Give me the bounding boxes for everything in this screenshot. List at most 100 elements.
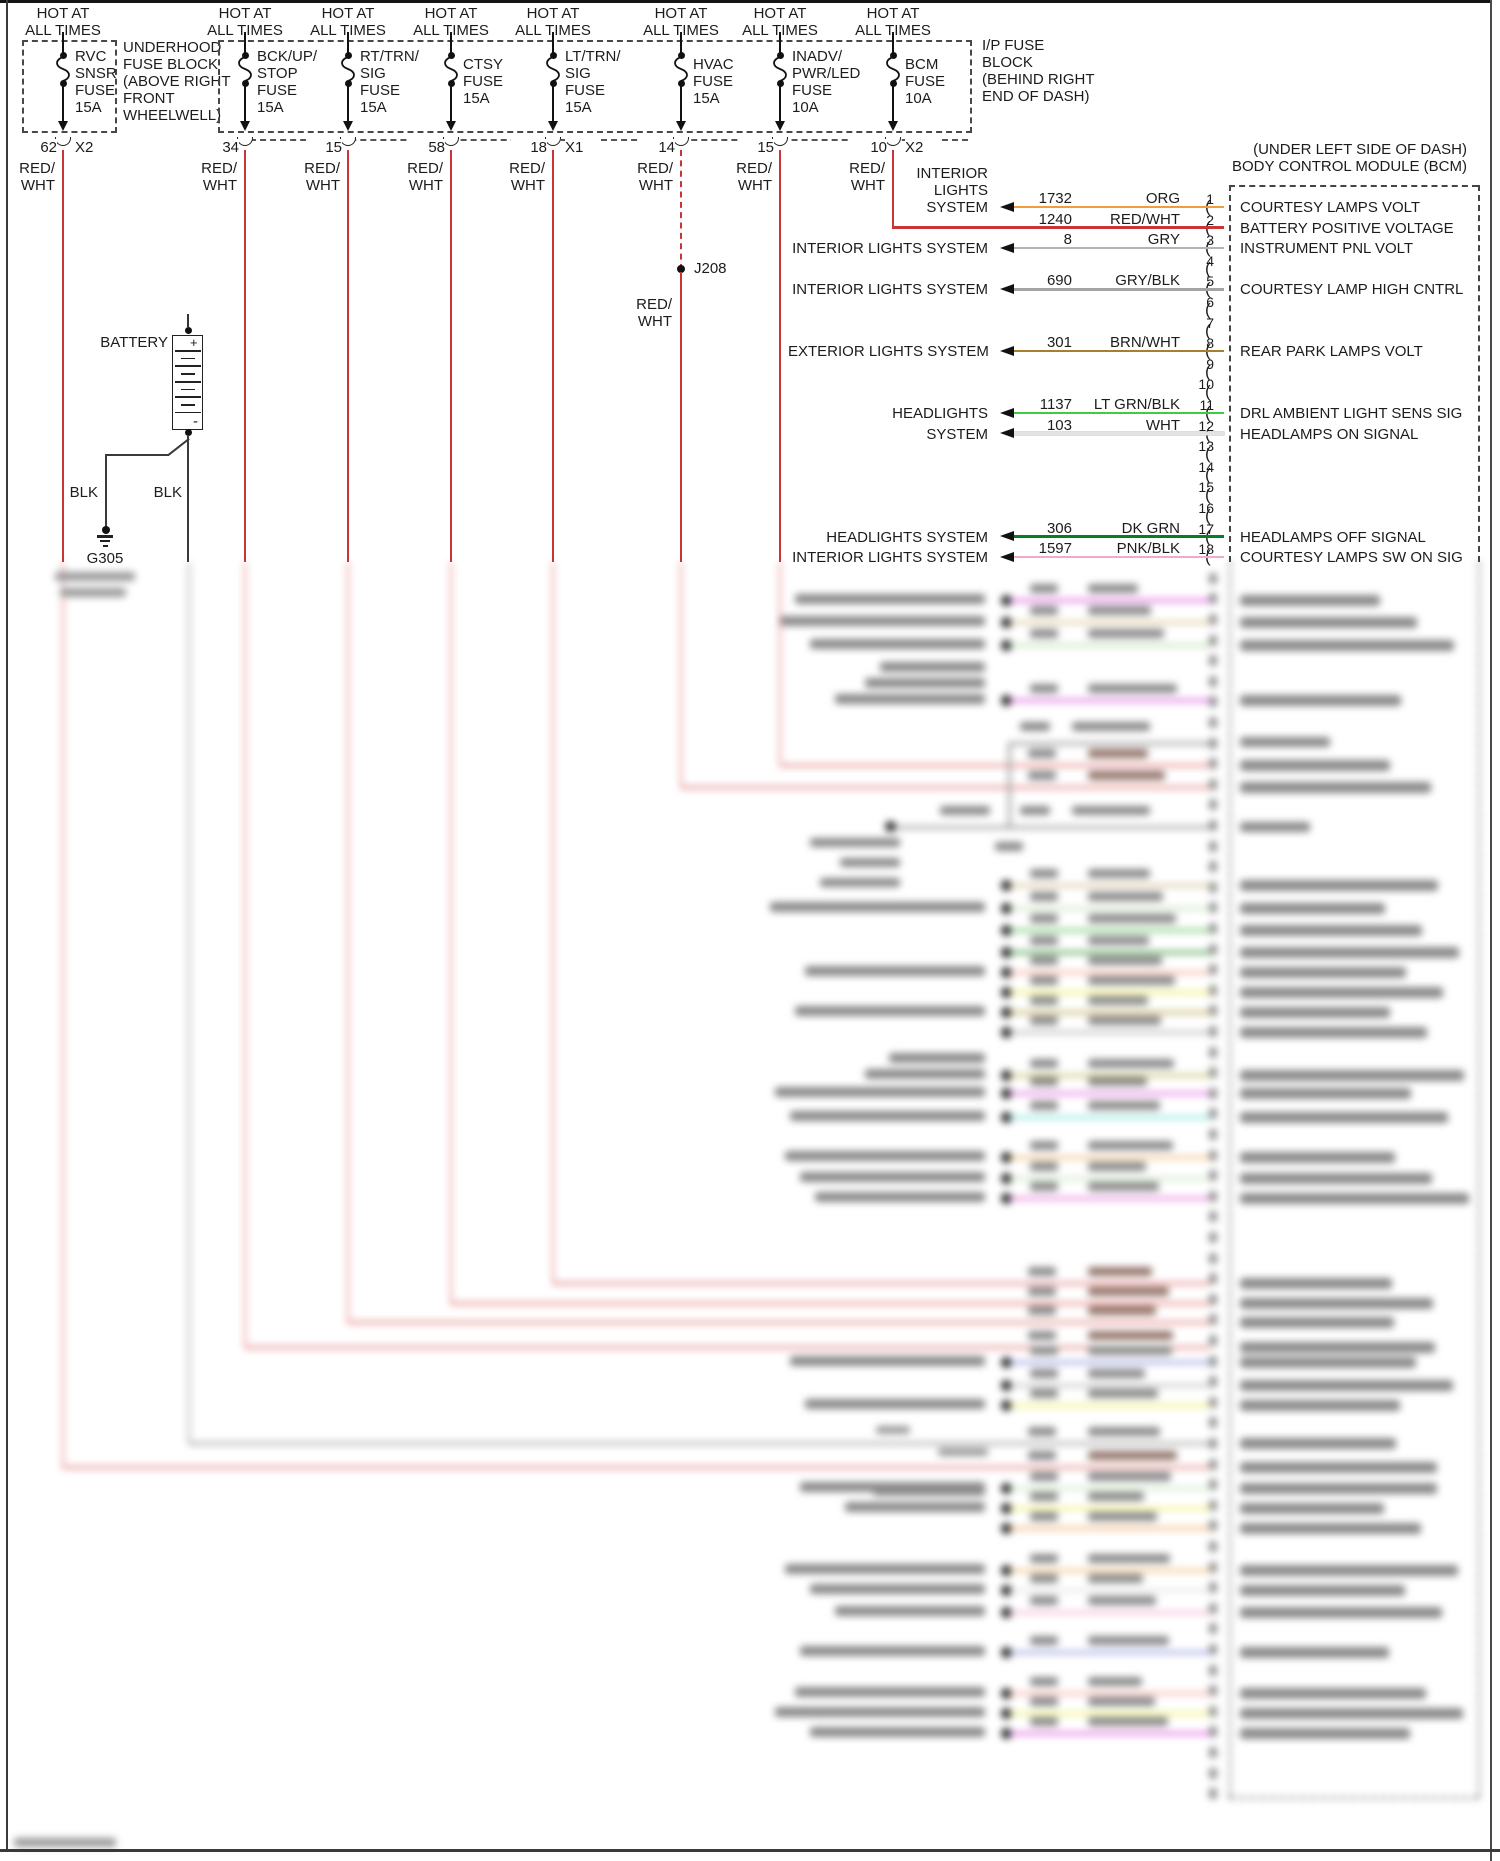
- wire-color-label-redwht: RED/ WHT: [622, 296, 672, 330]
- wire: [244, 41, 246, 54]
- pin-bracket-blob: [1209, 799, 1217, 811]
- bcm-pin-number: 1: [1206, 191, 1214, 207]
- blur-blob: [1240, 695, 1401, 706]
- blur-wire: [1010, 1486, 1210, 1490]
- bcm-pin-number: 12: [1198, 417, 1214, 434]
- wire: [347, 32, 349, 41]
- blur-blob: [1088, 749, 1148, 758]
- pin-bracket-blob: [1209, 1129, 1217, 1140]
- arrow-down-icon: [675, 121, 686, 131]
- fuse-terminal-dot-icon: [59, 51, 67, 59]
- blur-label-blob: [845, 1502, 985, 1512]
- blur-blob: [1088, 1677, 1142, 1686]
- battery-plus-sign: +: [190, 335, 198, 350]
- blur-dot: [1001, 594, 1012, 606]
- pin-bracket-blob: [1209, 964, 1217, 976]
- bcm-pin-number: 17: [1198, 520, 1214, 537]
- blur-blob: [1088, 606, 1151, 615]
- blur-wire: [1010, 1155, 1210, 1159]
- pin-bracket-blob: [1209, 1273, 1217, 1285]
- connector-pin-number: 58: [409, 139, 445, 156]
- wire-color-label-redwht: RED/: [304, 160, 340, 177]
- bcm-pin-number: 4: [1206, 252, 1214, 269]
- blur-label-blob: [810, 1727, 985, 1737]
- blur-wire: [1010, 950, 1210, 954]
- fuse-terminal-dot-icon: [549, 79, 557, 87]
- bcm-signal-label: REAR PARK LAMPS VOLT: [1240, 343, 1423, 361]
- wire-color-label-redwht: WHT: [737, 177, 772, 194]
- blur-blob: [1240, 1503, 1384, 1514]
- blur-label-blob: [865, 678, 985, 688]
- wire-color-label-redwht: WHT: [850, 177, 885, 194]
- wire-color-name: DK GRN: [1121, 519, 1180, 537]
- fuse-terminal-dot-icon: [776, 79, 784, 87]
- blur-label-blob: [800, 1172, 985, 1182]
- blur-blob: [1088, 1141, 1173, 1150]
- arrow-left-icon: [1000, 242, 1014, 253]
- pin-bracket-blob: [1209, 737, 1217, 749]
- blur-blob: [1088, 1596, 1156, 1605]
- wire-red: [61, 150, 65, 562]
- hot-at-label: ALL TIMES: [413, 22, 489, 39]
- blur-wire: [1010, 1650, 1210, 1654]
- blur-blob: [1088, 1331, 1173, 1340]
- hot-at-label: ALL TIMES: [207, 22, 283, 39]
- blur-wire: [1010, 1610, 1210, 1614]
- wire-number: 1137: [1039, 396, 1072, 413]
- blur-label-blob: [865, 1069, 985, 1079]
- blur-dot: [1001, 1356, 1012, 1368]
- pin-bracket-icon: (: [1205, 361, 1211, 381]
- fuse-name-label: CTSY: [463, 56, 504, 73]
- blur-blob: [1088, 1059, 1174, 1068]
- blur-blob: [1030, 1369, 1058, 1378]
- pin-bracket-blob: [1209, 861, 1217, 873]
- blur-blob: [1240, 1585, 1405, 1596]
- label-line: I/P FUSE: [982, 37, 1045, 54]
- page-border-top: [0, 0, 1492, 3]
- blur-blob: [1240, 1112, 1448, 1123]
- blur-blob: [1240, 1152, 1395, 1163]
- battery-plate: [175, 365, 201, 368]
- blur-dot: [1001, 694, 1012, 706]
- pin-bracket-blob: [1209, 634, 1217, 646]
- fuse-terminal-dot-icon: [344, 51, 352, 59]
- pin-bracket-blob: [1209, 1582, 1217, 1594]
- blur-dot: [1001, 1399, 1012, 1411]
- wire: [552, 32, 554, 41]
- bcm-box-border-blur: [1478, 562, 1480, 1797]
- blur-wire: [61, 562, 65, 1468]
- wire-number: 8: [1063, 231, 1072, 249]
- blur-dot: [1001, 946, 1012, 958]
- wire: [347, 86, 349, 121]
- fuse-name-label: HVAC: [693, 56, 734, 73]
- bcm-pin-number: 7: [1206, 314, 1214, 331]
- blur-blob: [1030, 1016, 1058, 1025]
- fuse-element-icon: [238, 56, 252, 82]
- blur-blob: [1088, 956, 1162, 965]
- blur-wire: [449, 562, 453, 1304]
- blur-wire: [1010, 1073, 1210, 1077]
- battery-plate: [175, 350, 201, 352]
- blur-wire: [1010, 598, 1210, 602]
- blur-dot: [1001, 879, 1012, 891]
- wire: [1014, 288, 1224, 291]
- blur-label-blob: [805, 966, 985, 976]
- label-line: END OF DASH): [982, 88, 1090, 105]
- blur-blob: [1030, 1492, 1058, 1501]
- connector-id-label: X1: [565, 139, 601, 156]
- blur-shape: [55, 572, 135, 581]
- fuse-name-label: 15A: [75, 99, 102, 116]
- label-line: RED/: [636, 296, 672, 313]
- blur-blob: [1030, 936, 1058, 945]
- pin-bracket-blob: [1209, 675, 1217, 687]
- wire-color-name: GRY/BLK: [1115, 272, 1180, 290]
- ground-dot-icon: [101, 525, 110, 534]
- wire-number: 301: [1046, 334, 1072, 352]
- blur-wire: [1010, 1383, 1210, 1387]
- blur-dot: [1001, 1087, 1012, 1099]
- blur-blob: [1028, 1331, 1056, 1340]
- fuse-name-label: 15A: [565, 99, 592, 116]
- blur-blob: [1240, 1607, 1442, 1618]
- blur-wire: [346, 562, 350, 1323]
- blur-blob: [1088, 976, 1175, 985]
